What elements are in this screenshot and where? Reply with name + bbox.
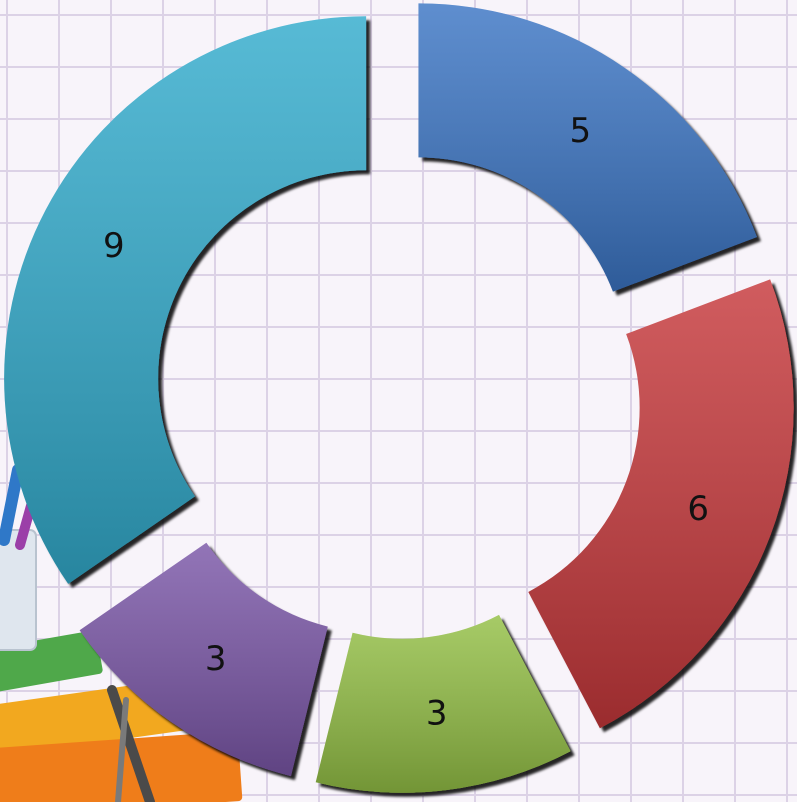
pie-slice-shading-0: [418, 3, 757, 292]
data-label-3: 3: [205, 639, 227, 679]
data-label-2: 3: [426, 694, 448, 734]
pie-slice-shading-4: [4, 16, 367, 584]
pie-slice-shading-1: [528, 279, 794, 729]
data-label-4: 9: [103, 226, 125, 266]
pie-slice-shading-2: [315, 614, 571, 793]
pie-slice-shading-3: [79, 542, 328, 777]
data-label-0: 5: [570, 111, 592, 151]
data-label-1: 6: [687, 489, 709, 529]
